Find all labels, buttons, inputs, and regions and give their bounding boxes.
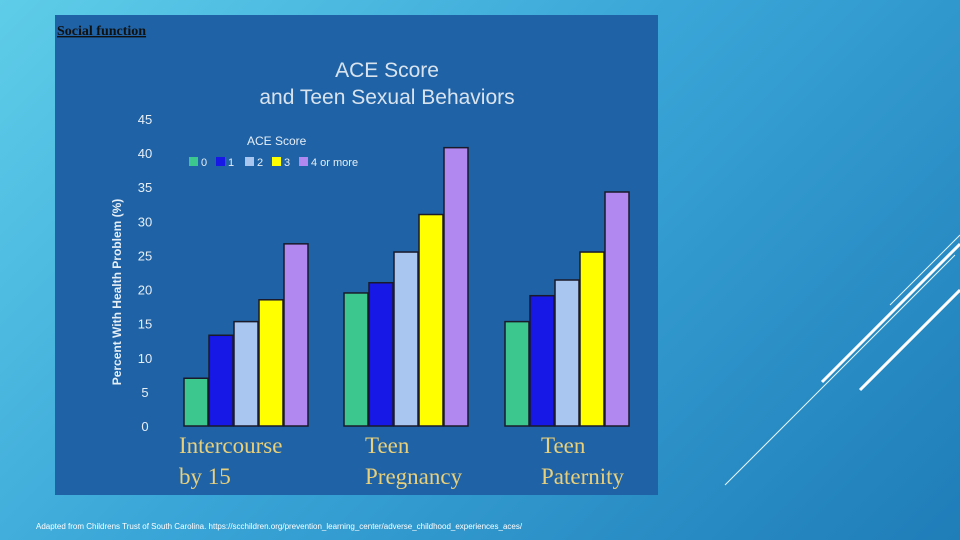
bar-2-2: [554, 279, 580, 427]
y-tick-label: 15: [138, 317, 152, 332]
x-category-label: Teen: [541, 433, 586, 458]
x-category-label: Intercourse: [179, 433, 282, 458]
bar-2-3: [579, 251, 605, 427]
deco-line-top: [889, 234, 960, 306]
source-caption: Adapted from Childrens Trust of South Ca…: [36, 522, 523, 531]
x-category-label: Teen: [365, 433, 410, 458]
deco-line-thin: [724, 254, 956, 486]
bar-0-2: [233, 320, 259, 427]
legend-swatch: [245, 157, 254, 166]
legend-swatch: [272, 157, 281, 166]
legend-swatch: [216, 157, 225, 166]
bar-1-1: [368, 281, 394, 427]
bar-2-0: [504, 320, 530, 427]
section-label: Social function: [57, 24, 146, 39]
legend-label: 4 or more: [311, 157, 358, 169]
y-tick-label: 0: [141, 419, 148, 434]
bar-1-2: [393, 251, 419, 427]
y-tick-label: 40: [138, 146, 152, 161]
bar-0-3: [258, 299, 284, 427]
chart-title-line1: ACE Score: [335, 59, 439, 82]
y-axis-label: Percent With Health Problem (%): [110, 199, 124, 386]
deco-line-thick-2: [858, 288, 960, 392]
bar-1-3: [418, 213, 444, 427]
chart-title-line2: and Teen Sexual Behaviors: [259, 86, 514, 109]
x-category-label: Pregnancy: [365, 464, 463, 489]
decorative-lines: [724, 234, 960, 486]
bar-2-1: [529, 294, 555, 427]
chart-svg: Social function ACE Score and Teen Sexua…: [55, 15, 658, 495]
bar-1-4: [443, 146, 469, 427]
y-tick-label: 30: [138, 214, 152, 229]
y-tick-label: 10: [138, 351, 152, 366]
legend-title: ACE Score: [247, 134, 307, 148]
legend-swatch: [299, 157, 308, 166]
deco-line-thick-1: [820, 242, 960, 384]
legend-label: 3: [284, 157, 290, 169]
y-tick-label: 35: [138, 180, 152, 195]
bar-1-0: [343, 292, 369, 427]
legend-label: 1: [228, 157, 234, 169]
bar-2-4: [604, 191, 630, 427]
y-tick-label: 5: [141, 385, 148, 400]
x-category-label: by 15: [179, 464, 231, 489]
y-tick-label: 45: [138, 112, 152, 127]
bar-0-1: [208, 334, 234, 427]
legend-label: 2: [257, 157, 263, 169]
y-tick-label: 25: [138, 248, 152, 263]
y-tick-label: 20: [138, 283, 152, 298]
bar-0-4: [283, 243, 309, 427]
bar-0-0: [183, 377, 209, 427]
chart-image: Social function ACE Score and Teen Sexua…: [55, 15, 658, 495]
x-category-label: Paternity: [541, 464, 625, 489]
legend-label: 0: [201, 157, 207, 169]
legend-swatch: [189, 157, 198, 166]
